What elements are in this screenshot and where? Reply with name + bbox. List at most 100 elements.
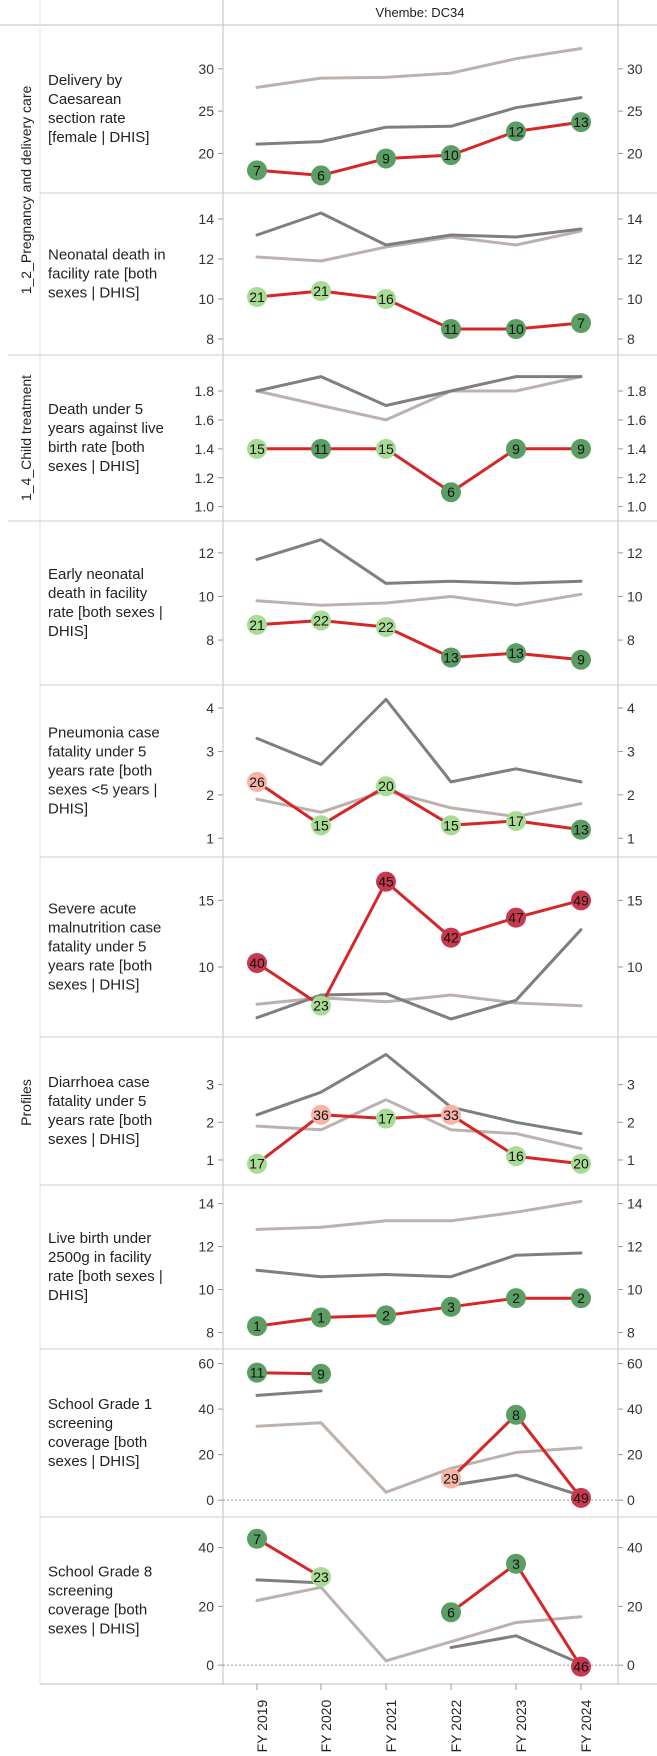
data-point (311, 1363, 331, 1384)
data-point-rank-label: 17 (378, 1111, 394, 1127)
y-tick-label: 2 (206, 1114, 214, 1130)
series-light-line (255, 592, 583, 607)
data-point-rank-label: 11 (314, 441, 329, 457)
data-point (376, 617, 396, 637)
data-point (376, 1108, 396, 1129)
row-label-line: DHIS] (48, 1287, 88, 1304)
row-label-line: Pneumonia case (48, 725, 160, 742)
data-point (247, 953, 267, 973)
data-point (571, 890, 591, 911)
panel-3: Early neonatal death in facility rate [bot… (48, 538, 643, 670)
y-tick-label-right: 2 (627, 787, 635, 803)
data-point-rank-label: 3 (512, 1556, 520, 1572)
panel-0: Delivery by Caesarean section rate [female … (48, 47, 643, 186)
x-axis: FY 2019 FY 2020 FY 2021 FY 2022 FY 2023 FY 20… (254, 1684, 594, 1752)
x-tick-label: FY 2020 (318, 1699, 334, 1752)
x-tick-label: FY 2024 (578, 1699, 594, 1752)
panel-6: Diarrhoea case fatality under 5 years rate… (48, 1053, 635, 1174)
data-point (506, 1288, 526, 1309)
row-label-line: years rate [both (48, 763, 152, 780)
y-tick-label-right: 3 (627, 1077, 635, 1093)
y-tick-label: 4 (206, 700, 214, 716)
data-point-rank-label: 49 (573, 1490, 589, 1506)
data-point-rank-label: 11 (250, 1365, 265, 1381)
data-point (247, 438, 267, 459)
row-label-line: Delivery by (48, 72, 123, 89)
row-label-line: Live birth under (48, 1230, 151, 1247)
row-label-line: section rate (48, 110, 126, 127)
data-point (571, 1153, 591, 1174)
data-point-rank-label: 2 (577, 1290, 585, 1306)
y-tick-label-right: 12 (627, 545, 643, 561)
row-label-line: birth rate [both (48, 439, 145, 456)
y-tick-label: 8 (206, 632, 214, 648)
data-point-rank-label: 21 (249, 617, 265, 633)
data-point (506, 907, 526, 928)
y-tick-label-right: 0 (627, 1492, 635, 1508)
row-label-line: 2500g in facility (48, 1249, 152, 1266)
y-tick-label-right: 3 (627, 743, 635, 759)
y-tick-label: 8 (206, 331, 214, 347)
data-point-rank-label: 7 (253, 1531, 261, 1547)
y-tick-label-right: 1.4 (627, 441, 647, 457)
y-tick-label: 0 (206, 1657, 214, 1673)
y-tick-label-right: 60 (627, 1356, 643, 1372)
row-label-line: fatality under 5 (48, 939, 146, 956)
row-label-line: sexes | DHIS] (48, 1453, 139, 1470)
data-point (311, 1307, 331, 1328)
row-label-line: sexes <5 years | (48, 782, 157, 799)
data-point (571, 819, 591, 840)
data-point-rank-label: 17 (508, 813, 524, 829)
row-label-line: fatality under 5 (48, 1093, 146, 1110)
series-district-line (255, 289, 583, 331)
series-light-line (255, 1585, 583, 1663)
row-label-line: sexes | DHIS] (48, 977, 139, 994)
x-tick-label: FY 2023 (513, 1699, 529, 1752)
data-point-rank-label: 40 (249, 955, 265, 971)
data-point-rank-label: 33 (443, 1107, 459, 1123)
y-tick-label-right: 1.2 (627, 470, 647, 486)
y-tick-label-right: 14 (627, 1196, 643, 1212)
data-point (311, 610, 331, 631)
row-label-line: years against live (48, 420, 164, 437)
data-point-rank-label: 11 (444, 321, 459, 337)
series-light-line (255, 1421, 583, 1494)
series-dark-line (255, 375, 583, 407)
y-tick-label: 1.2 (195, 470, 215, 486)
data-point (311, 995, 331, 1016)
y-tick-label: 3 (206, 1077, 214, 1093)
y-tick-label-right: 8 (627, 331, 635, 347)
row-label-line: DHIS] (48, 801, 88, 818)
data-point-rank-label: 1 (253, 1318, 261, 1334)
row-label-line: years rate [both (48, 1112, 152, 1129)
data-point-rank-label: 10 (508, 321, 524, 337)
y-tick-label-right: 25 (627, 103, 643, 119)
series-district-line (255, 880, 583, 1008)
data-point (571, 1288, 591, 1309)
row-label-line: Caesarean (48, 91, 121, 108)
row-label-line: DHIS] (48, 623, 88, 640)
data-point (247, 287, 267, 307)
data-point (506, 1404, 526, 1425)
data-point (571, 1487, 591, 1508)
series-dark-line (255, 211, 583, 247)
y-tick-label: 10 (198, 588, 214, 604)
y-tick-label-right: 10 (627, 588, 643, 604)
data-point-rank-label: 13 (443, 650, 459, 666)
data-point-rank-label: 23 (313, 1569, 329, 1585)
data-point-rank-label: 46 (573, 1659, 589, 1675)
series-dark-line (255, 697, 583, 784)
y-tick-label-right: 14 (627, 211, 643, 227)
data-point (247, 1528, 267, 1549)
data-point (571, 1656, 591, 1677)
data-point-rank-label: 3 (447, 1299, 455, 1315)
data-point-rank-label: 22 (378, 619, 394, 635)
row-label-line: sexes | DHIS] (48, 458, 139, 475)
row-label-line: School Grade 1 (48, 1396, 152, 1413)
x-tick-label: FY 2022 (448, 1699, 464, 1752)
row-label-line: rate [both sexes | (48, 1268, 163, 1285)
data-point-rank-label: 6 (447, 1604, 455, 1620)
series-dark-line (255, 928, 583, 1021)
y-tick-label: 10 (198, 291, 214, 307)
